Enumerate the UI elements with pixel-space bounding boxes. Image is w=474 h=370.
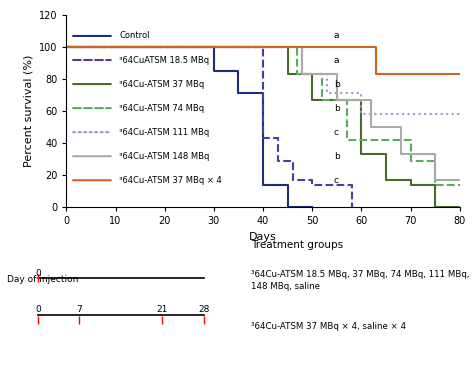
Text: Day of injection: Day of injection [7, 275, 79, 284]
Text: b: b [334, 104, 340, 112]
Text: ³64Cu-ATSM 37 MBq: ³64Cu-ATSM 37 MBq [119, 80, 205, 88]
Text: ³64Cu-ATSM 18.5 MBq, 37 MBq, 74 MBq, 111 MBq,
148 MBq, saline: ³64Cu-ATSM 18.5 MBq, 37 MBq, 74 MBq, 111… [251, 270, 470, 291]
Text: ³64Cu-ATSM 37 MBq × 4, saline × 4: ³64Cu-ATSM 37 MBq × 4, saline × 4 [251, 322, 406, 331]
Text: c: c [334, 128, 339, 137]
Text: Control: Control [119, 31, 150, 40]
Text: 7: 7 [76, 306, 82, 314]
Text: a: a [334, 31, 339, 40]
Text: b: b [334, 152, 340, 161]
Text: ³64CuATSM 18.5 MBq: ³64CuATSM 18.5 MBq [119, 56, 210, 64]
Y-axis label: Percent survival (%): Percent survival (%) [23, 55, 33, 167]
Text: Treatment groups: Treatment groups [251, 240, 343, 250]
Text: 21: 21 [157, 306, 168, 314]
Text: ³64Cu-ATSM 37 MBq × 4: ³64Cu-ATSM 37 MBq × 4 [119, 176, 222, 185]
Text: 0: 0 [35, 306, 41, 314]
Text: c: c [334, 176, 339, 185]
Text: 0: 0 [35, 269, 41, 278]
Text: ³64Cu-ATSM 111 MBq: ³64Cu-ATSM 111 MBq [119, 128, 210, 137]
Text: ³64Cu-ATSM 148 MBq: ³64Cu-ATSM 148 MBq [119, 152, 210, 161]
X-axis label: Days: Days [249, 232, 277, 242]
Text: 28: 28 [198, 306, 210, 314]
Text: a: a [334, 56, 339, 64]
Text: ³64Cu-ATSM 74 MBq: ³64Cu-ATSM 74 MBq [119, 104, 205, 112]
Text: b: b [334, 80, 340, 88]
